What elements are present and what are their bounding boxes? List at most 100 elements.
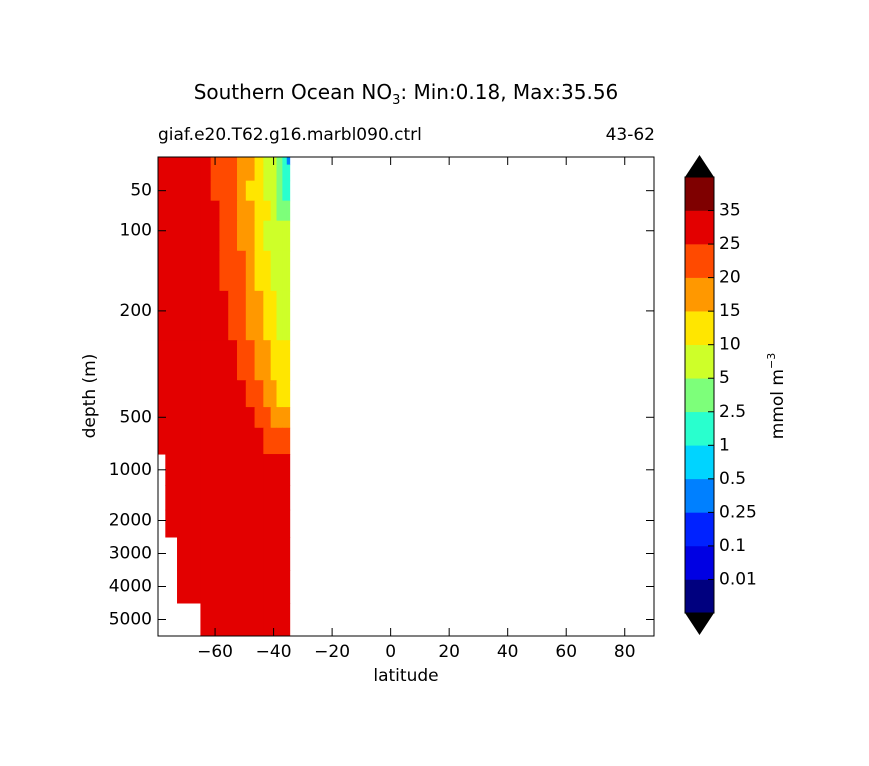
field-cell <box>254 157 264 166</box>
field-cell <box>219 380 229 408</box>
field-cell <box>219 509 229 538</box>
field-cell <box>210 200 220 222</box>
field-cell <box>270 570 278 604</box>
field-cell <box>228 220 238 252</box>
field-cell <box>276 509 283 538</box>
field-cell <box>177 570 190 604</box>
field-cell <box>177 180 190 202</box>
field-cell <box>263 537 272 571</box>
field-cell <box>200 484 212 511</box>
field-cell <box>200 509 212 538</box>
field-cell <box>219 537 229 571</box>
field-cell <box>276 380 283 408</box>
field-cell <box>177 164 190 182</box>
field-cell <box>165 157 178 166</box>
field-cell <box>286 537 291 571</box>
field-cell <box>286 290 291 341</box>
title-sub: 3 <box>392 93 400 108</box>
y-tick-label: 1000 <box>109 460 152 480</box>
x-tick-label: 20 <box>438 642 460 662</box>
field-cell <box>263 380 272 408</box>
field-cell <box>210 180 220 202</box>
field-cell <box>177 407 190 429</box>
y-tick-label: 2000 <box>109 511 152 531</box>
field-cell <box>286 180 291 202</box>
field-cell <box>228 164 238 182</box>
field-cell <box>188 200 201 222</box>
field-cell <box>245 250 256 292</box>
field-cell <box>210 340 220 381</box>
field-cell <box>237 250 247 292</box>
colorbar-box <box>685 378 714 413</box>
field-cell <box>158 427 166 455</box>
colorbar-tick-label: 2.5 <box>719 402 746 422</box>
colorbar-box <box>685 311 714 345</box>
field-cell <box>200 537 212 571</box>
field-cell <box>270 164 278 182</box>
colorbar-label: mmol m−3 <box>765 353 789 439</box>
x-tick-label: −60 <box>197 642 233 662</box>
field-cell <box>276 180 283 202</box>
field-cell <box>245 200 256 222</box>
field-cell <box>286 603 291 636</box>
field-cell <box>263 454 272 486</box>
field-cell <box>200 407 212 429</box>
field-cell <box>228 509 238 538</box>
field-cell <box>210 380 220 408</box>
field-cell <box>165 340 178 381</box>
chart-title: Southern Ocean NO3: Min:0.18, Max:35.56 <box>194 80 619 109</box>
field-cell <box>245 164 256 182</box>
field-cell <box>177 340 190 381</box>
field-cell <box>200 454 212 486</box>
field-cell <box>177 484 190 511</box>
field-cell <box>286 509 291 538</box>
colorbar-unit-exp: −3 <box>765 353 778 369</box>
x-tick-label: 60 <box>555 642 577 662</box>
field-cell <box>200 380 212 408</box>
field-cell <box>200 157 212 166</box>
field-cell <box>165 380 178 408</box>
field-cell <box>254 570 264 604</box>
field-cell <box>165 290 178 341</box>
field-cell <box>237 290 247 341</box>
field-cell <box>286 164 291 182</box>
field-cell <box>210 509 220 538</box>
field-cell <box>210 603 220 636</box>
colorbar-tick-label: 35 <box>719 201 741 221</box>
x-tick-label: 40 <box>497 642 519 662</box>
field-cell <box>188 290 201 341</box>
field-cell <box>254 427 264 455</box>
field-cell <box>158 157 166 166</box>
field-cell <box>254 200 264 222</box>
field-cell <box>245 537 256 571</box>
field-cell <box>245 340 256 381</box>
colorbar-extend-bottom <box>685 613 714 635</box>
field-cell <box>219 164 229 182</box>
field-cell <box>245 180 256 202</box>
field-cell <box>254 380 264 408</box>
field-cell <box>200 570 212 604</box>
field-cell <box>228 180 238 202</box>
field-cell <box>219 200 229 222</box>
field-cell <box>282 220 288 252</box>
colorbar-tick-label: 15 <box>719 301 741 321</box>
field-cell <box>286 250 291 292</box>
field-cell <box>188 454 201 486</box>
field-cell <box>200 427 212 455</box>
field-cell <box>188 427 201 455</box>
field-cell <box>188 250 201 292</box>
field-cell <box>286 157 291 166</box>
colorbar-box <box>685 478 714 513</box>
title-main: Southern Ocean NO <box>194 80 392 104</box>
field-cell <box>263 200 272 222</box>
field-cell <box>237 407 247 429</box>
field-cell <box>276 537 283 571</box>
field-cell <box>210 484 220 511</box>
y-tick-label: 500 <box>120 407 152 427</box>
field-cell <box>245 407 256 429</box>
field-cell <box>286 454 291 486</box>
field-cell <box>263 509 272 538</box>
field-cell <box>188 157 201 166</box>
colorbar-extend-top <box>685 155 714 177</box>
